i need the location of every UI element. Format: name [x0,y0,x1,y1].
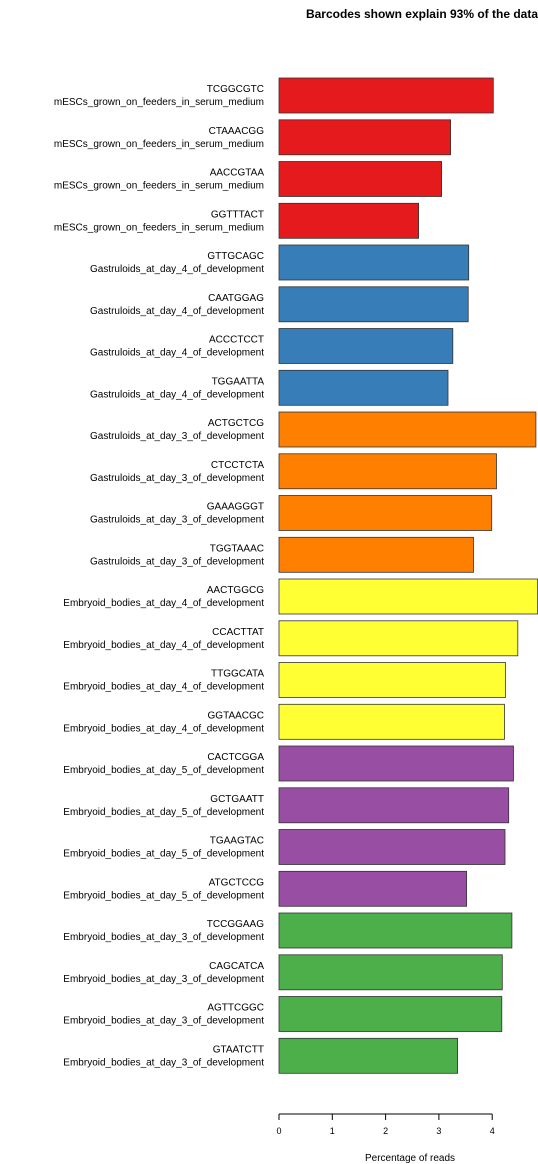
bar [278,495,493,531]
bar [278,578,538,615]
bar [278,411,537,448]
bar-group-label: Embryoid_bodies_at_day_4_of_development [63,640,264,651]
bar-group-label: Gastruloids_at_day_3_of_development [90,473,264,484]
bar-barcode-label: AACCGTAA [210,168,265,179]
bar [278,620,519,657]
bars-layer [278,77,538,1074]
bar [278,161,443,197]
bar-group-label: Gastruloids_at_day_4_of_development [90,306,264,317]
bar-barcode-label: TTGGCATA [211,669,264,680]
bar-barcode-label: GGTTTACT [211,209,264,220]
bar-barcode-label: TCGGCGTC [207,84,264,95]
bar-group-label: mESCs_grown_on_feeders_in_serum_medium [54,222,264,233]
bar [278,662,506,698]
bar-group-label: Embryoid_bodies_at_day_5_of_development [63,890,264,901]
bar [278,453,497,490]
bar [278,787,510,824]
bar [278,745,514,782]
bar-barcode-label: CACTCGGA [207,752,264,763]
bar-barcode-label: TGAAGTAC [210,836,264,847]
bar-group-label: mESCs_grown_on_feeders_in_serum_medium [54,97,264,108]
bar [278,829,506,865]
x-axis-label: Percentage of reads [365,1153,455,1164]
bar-group-label: Gastruloids_at_day_3_of_development [90,515,264,526]
bar [278,536,474,573]
bar-group-label: Gastruloids_at_day_4_of_development [90,264,264,275]
bar-barcode-label: AACTGGCG [207,585,264,596]
x-tick-label: 4 [490,1126,495,1136]
bar-barcode-label: CAATGGAG [208,293,264,304]
bar-group-label: Embryoid_bodies_at_day_5_of_development [63,807,264,818]
bar-group-label: Embryoid_bodies_at_day_4_of_development [63,598,264,609]
bar [278,244,470,281]
bar-labels-layer: TCGGCGTC mESCs_grown_on_feeders_in_serum_… [54,84,264,1068]
bar-group-label: Gastruloids_at_day_4_of_development [90,389,264,400]
bar-group-label: Embryoid_bodies_at_day_5_of_development [63,849,264,860]
bar-group-label: Embryoid_bodies_at_day_4_of_development [63,723,264,734]
bar-barcode-label: GTTGCAGC [207,251,264,262]
bar-group-label: mESCs_grown_on_feeders_in_serum_medium [54,139,264,150]
x-tick-label: 0 [276,1126,281,1136]
bar [278,286,469,323]
bar-barcode-label: GAAAGGGT [207,502,264,513]
bar [278,328,454,364]
bar-barcode-label: CAGCATCA [209,961,264,972]
bar-barcode-label: TGGTAAAC [210,543,264,554]
bar-group-label: Gastruloids_at_day_3_of_development [90,556,264,567]
bar-barcode-label: CCACTTAT [212,627,264,638]
bar [278,703,505,740]
x-tick-label: 1 [330,1126,335,1136]
bar-barcode-label: ACCCTCCT [209,335,264,346]
bar-group-label: Embryoid_bodies_at_day_5_of_development [63,765,264,776]
bar-barcode-label: TGGAATTA [212,376,265,387]
bar [278,996,503,1032]
chart-title: Barcodes shown explain 93% of the data [306,7,538,21]
bar-barcode-label: CTCCTCTA [211,460,264,471]
bar-barcode-label: TCCGGAAG [207,919,264,930]
bar-group-label: Embryoid_bodies_at_day_3_of_development [63,932,264,943]
bar-group-label: Embryoid_bodies_at_day_3_of_development [63,1057,264,1068]
x-axis: 0 1 2 3 4 [276,1113,495,1136]
bar [278,954,503,991]
bar [278,369,449,406]
bar-group-label: Gastruloids_at_day_4_of_development [90,348,264,359]
bar [278,202,420,239]
bar-group-label: Embryoid_bodies_at_day_3_of_development [63,1016,264,1027]
bar [278,119,452,156]
bar-barcode-label: ATGCTCCG [209,877,265,888]
bar-barcode-label: CTAAACGG [209,126,265,137]
x-tick-label: 2 [383,1126,388,1136]
bar-group-label: Embryoid_bodies_at_day_3_of_development [63,974,264,985]
bar-group-label: Gastruloids_at_day_3_of_development [90,431,264,442]
bar-barcode-label: ACTGCTCG [208,418,264,429]
x-tick-label: 3 [436,1126,441,1136]
bar-barcode-label: AGTTCGGC [207,1003,264,1014]
bar-barcode-label: GTAATCTT [213,1044,264,1055]
bar [278,77,494,114]
bar-group-label: Embryoid_bodies_at_day_4_of_development [63,682,264,693]
bar-group-label: mESCs_grown_on_feeders_in_serum_medium [54,181,264,192]
bar-barcode-label: GCTGAATT [210,794,264,805]
bar-barcode-label: GGTAACGC [208,710,264,721]
bar [278,912,513,949]
bar [278,870,468,907]
bar [278,1037,459,1074]
